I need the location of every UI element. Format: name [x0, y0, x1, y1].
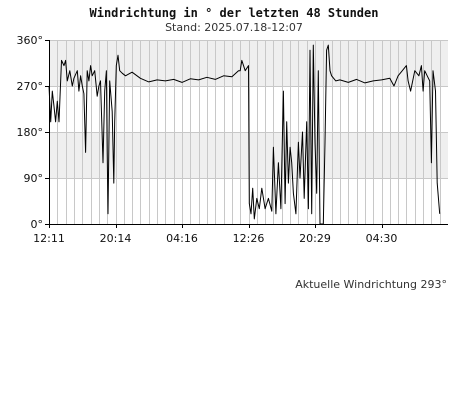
series-line-0 [48, 44, 441, 225]
axes [49, 40, 448, 225]
chart-subtitle: Stand: 2025.07.18-12:07 [165, 21, 303, 34]
x-tick-label: 20:14 [100, 232, 132, 245]
current-direction-label: Aktuelle Windrichtung 293° [295, 278, 447, 291]
y-tick-label: 180° [17, 126, 44, 139]
chart-title: Windrichtung in ° der letzten 48 Stunden [89, 6, 379, 20]
y-tick-label: 270° [17, 80, 44, 93]
x-tick-label: 04:30 [366, 232, 398, 245]
x-tick-label: 12:26 [233, 232, 265, 245]
y-tick-label: 360° [17, 34, 44, 47]
y-tick-label: 0° [31, 218, 44, 231]
y-tick-label: 90° [24, 172, 44, 185]
y-tick-labels: 0° 90° 180° 270° 360° [17, 34, 49, 231]
x-tick-label: 20:29 [299, 232, 331, 245]
x-tick-label: 04:16 [166, 232, 198, 245]
x-tick-label: 12:11 [33, 232, 65, 245]
x-tick-labels: 12:11 20:14 04:16 12:26 20:29 04:30 [33, 224, 397, 245]
series-layer [48, 44, 441, 225]
